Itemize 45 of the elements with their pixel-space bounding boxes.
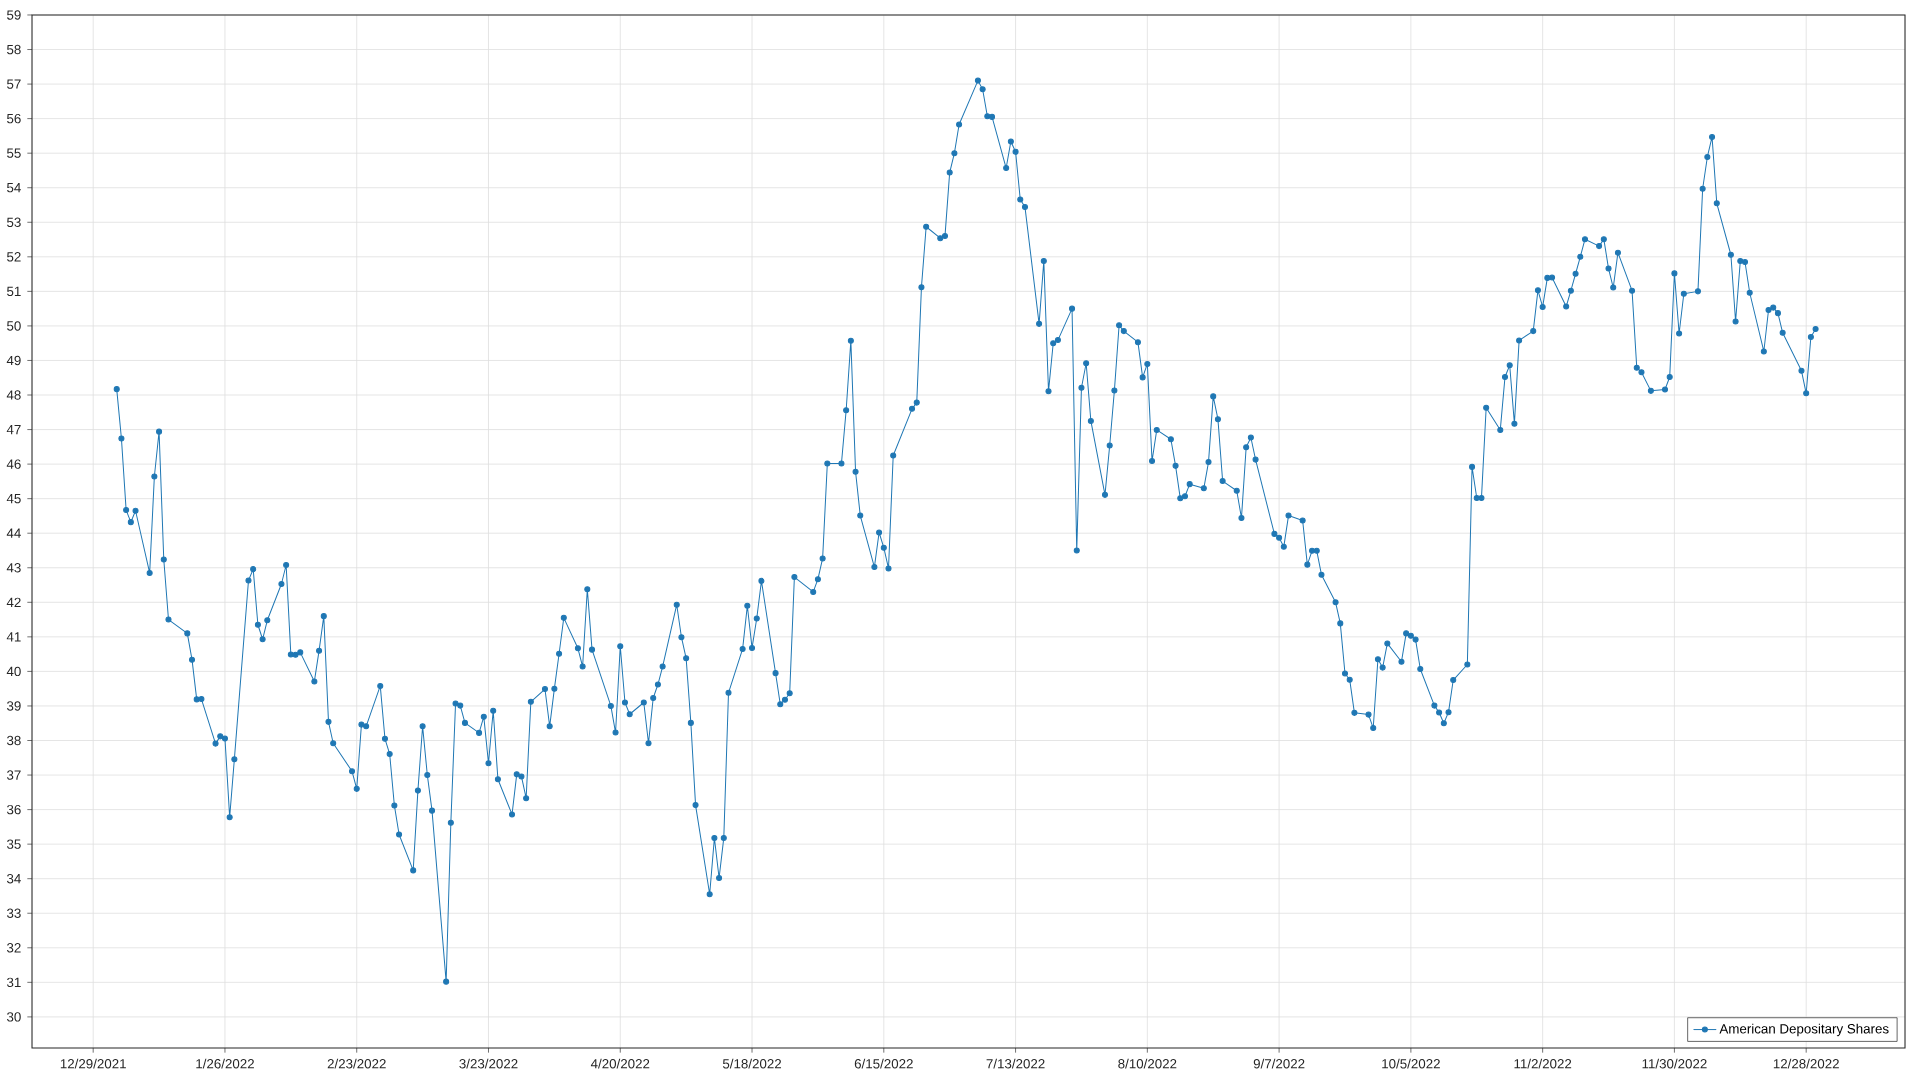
- y-tick-label: 58: [7, 44, 21, 55]
- y-tick-label: 54: [7, 183, 21, 193]
- x-tick-label: 1/26/2022: [196, 1058, 254, 1069]
- y-tick-label: 50: [7, 321, 21, 331]
- x-tick-label: 8/10/2022: [1118, 1058, 1177, 1069]
- y-tick-label: 30: [6, 1012, 21, 1022]
- y-tick-label: 31: [6, 977, 21, 988]
- x-tick-label: 4/20/2022: [590, 1058, 650, 1069]
- x-tick-label: 6/15/2022: [854, 1058, 913, 1069]
- y-tick-label: 48: [6, 390, 21, 400]
- x-tick-label: 11/30/2022: [1642, 1058, 1707, 1069]
- x-tick-label: 10/5/2022: [1382, 1058, 1440, 1069]
- y-tick-label: 44: [6, 528, 21, 538]
- y-tick-label: 53: [7, 217, 21, 227]
- y-tick-label: 32: [6, 943, 21, 953]
- y-tick-label: 35: [6, 839, 21, 849]
- x-tick-label: 2/23/2022: [327, 1058, 386, 1069]
- y-tick-label: 55: [7, 148, 21, 158]
- y-tick-label: 45: [6, 494, 21, 504]
- y-tick-label: 52: [7, 252, 21, 262]
- x-tick-label: 12/28/2022: [1773, 1058, 1839, 1069]
- y-tick-label: 51: [7, 286, 21, 297]
- y-tick-label: 33: [6, 908, 21, 918]
- y-tick-label: 34: [6, 873, 21, 884]
- y-tick-label: 47: [6, 424, 21, 435]
- x-tick-label: 7/13/2022: [986, 1058, 1045, 1069]
- y-tick-label: 39: [6, 701, 21, 711]
- y-tick-label: 59: [7, 10, 21, 20]
- y-tick-label: 41: [6, 632, 21, 642]
- y-tick-label: 56: [7, 113, 21, 124]
- x-tick-label: 3/23/2022: [459, 1058, 518, 1069]
- y-tick-label: 36: [6, 804, 21, 815]
- y-tick-label: 46: [6, 459, 21, 469]
- y-tick-label: 40: [6, 666, 21, 677]
- y-tick-label: 38: [6, 735, 21, 746]
- y-tick-label: 37: [6, 770, 21, 780]
- y-tick-label: 49: [6, 355, 21, 366]
- y-tick-label: 42: [6, 597, 21, 607]
- legend-label: American Depositary Shares: [1719, 1023, 1889, 1037]
- x-tick-label: 11/2/2022: [1514, 1058, 1572, 1069]
- y-tick-label: 43: [6, 563, 21, 573]
- x-tick-label: 12/29/2021: [60, 1058, 126, 1069]
- x-tick-label: 9/7/2022: [1253, 1058, 1305, 1069]
- y-tick-label: 57: [7, 79, 21, 89]
- x-tick-label: 5/18/2022: [722, 1058, 782, 1069]
